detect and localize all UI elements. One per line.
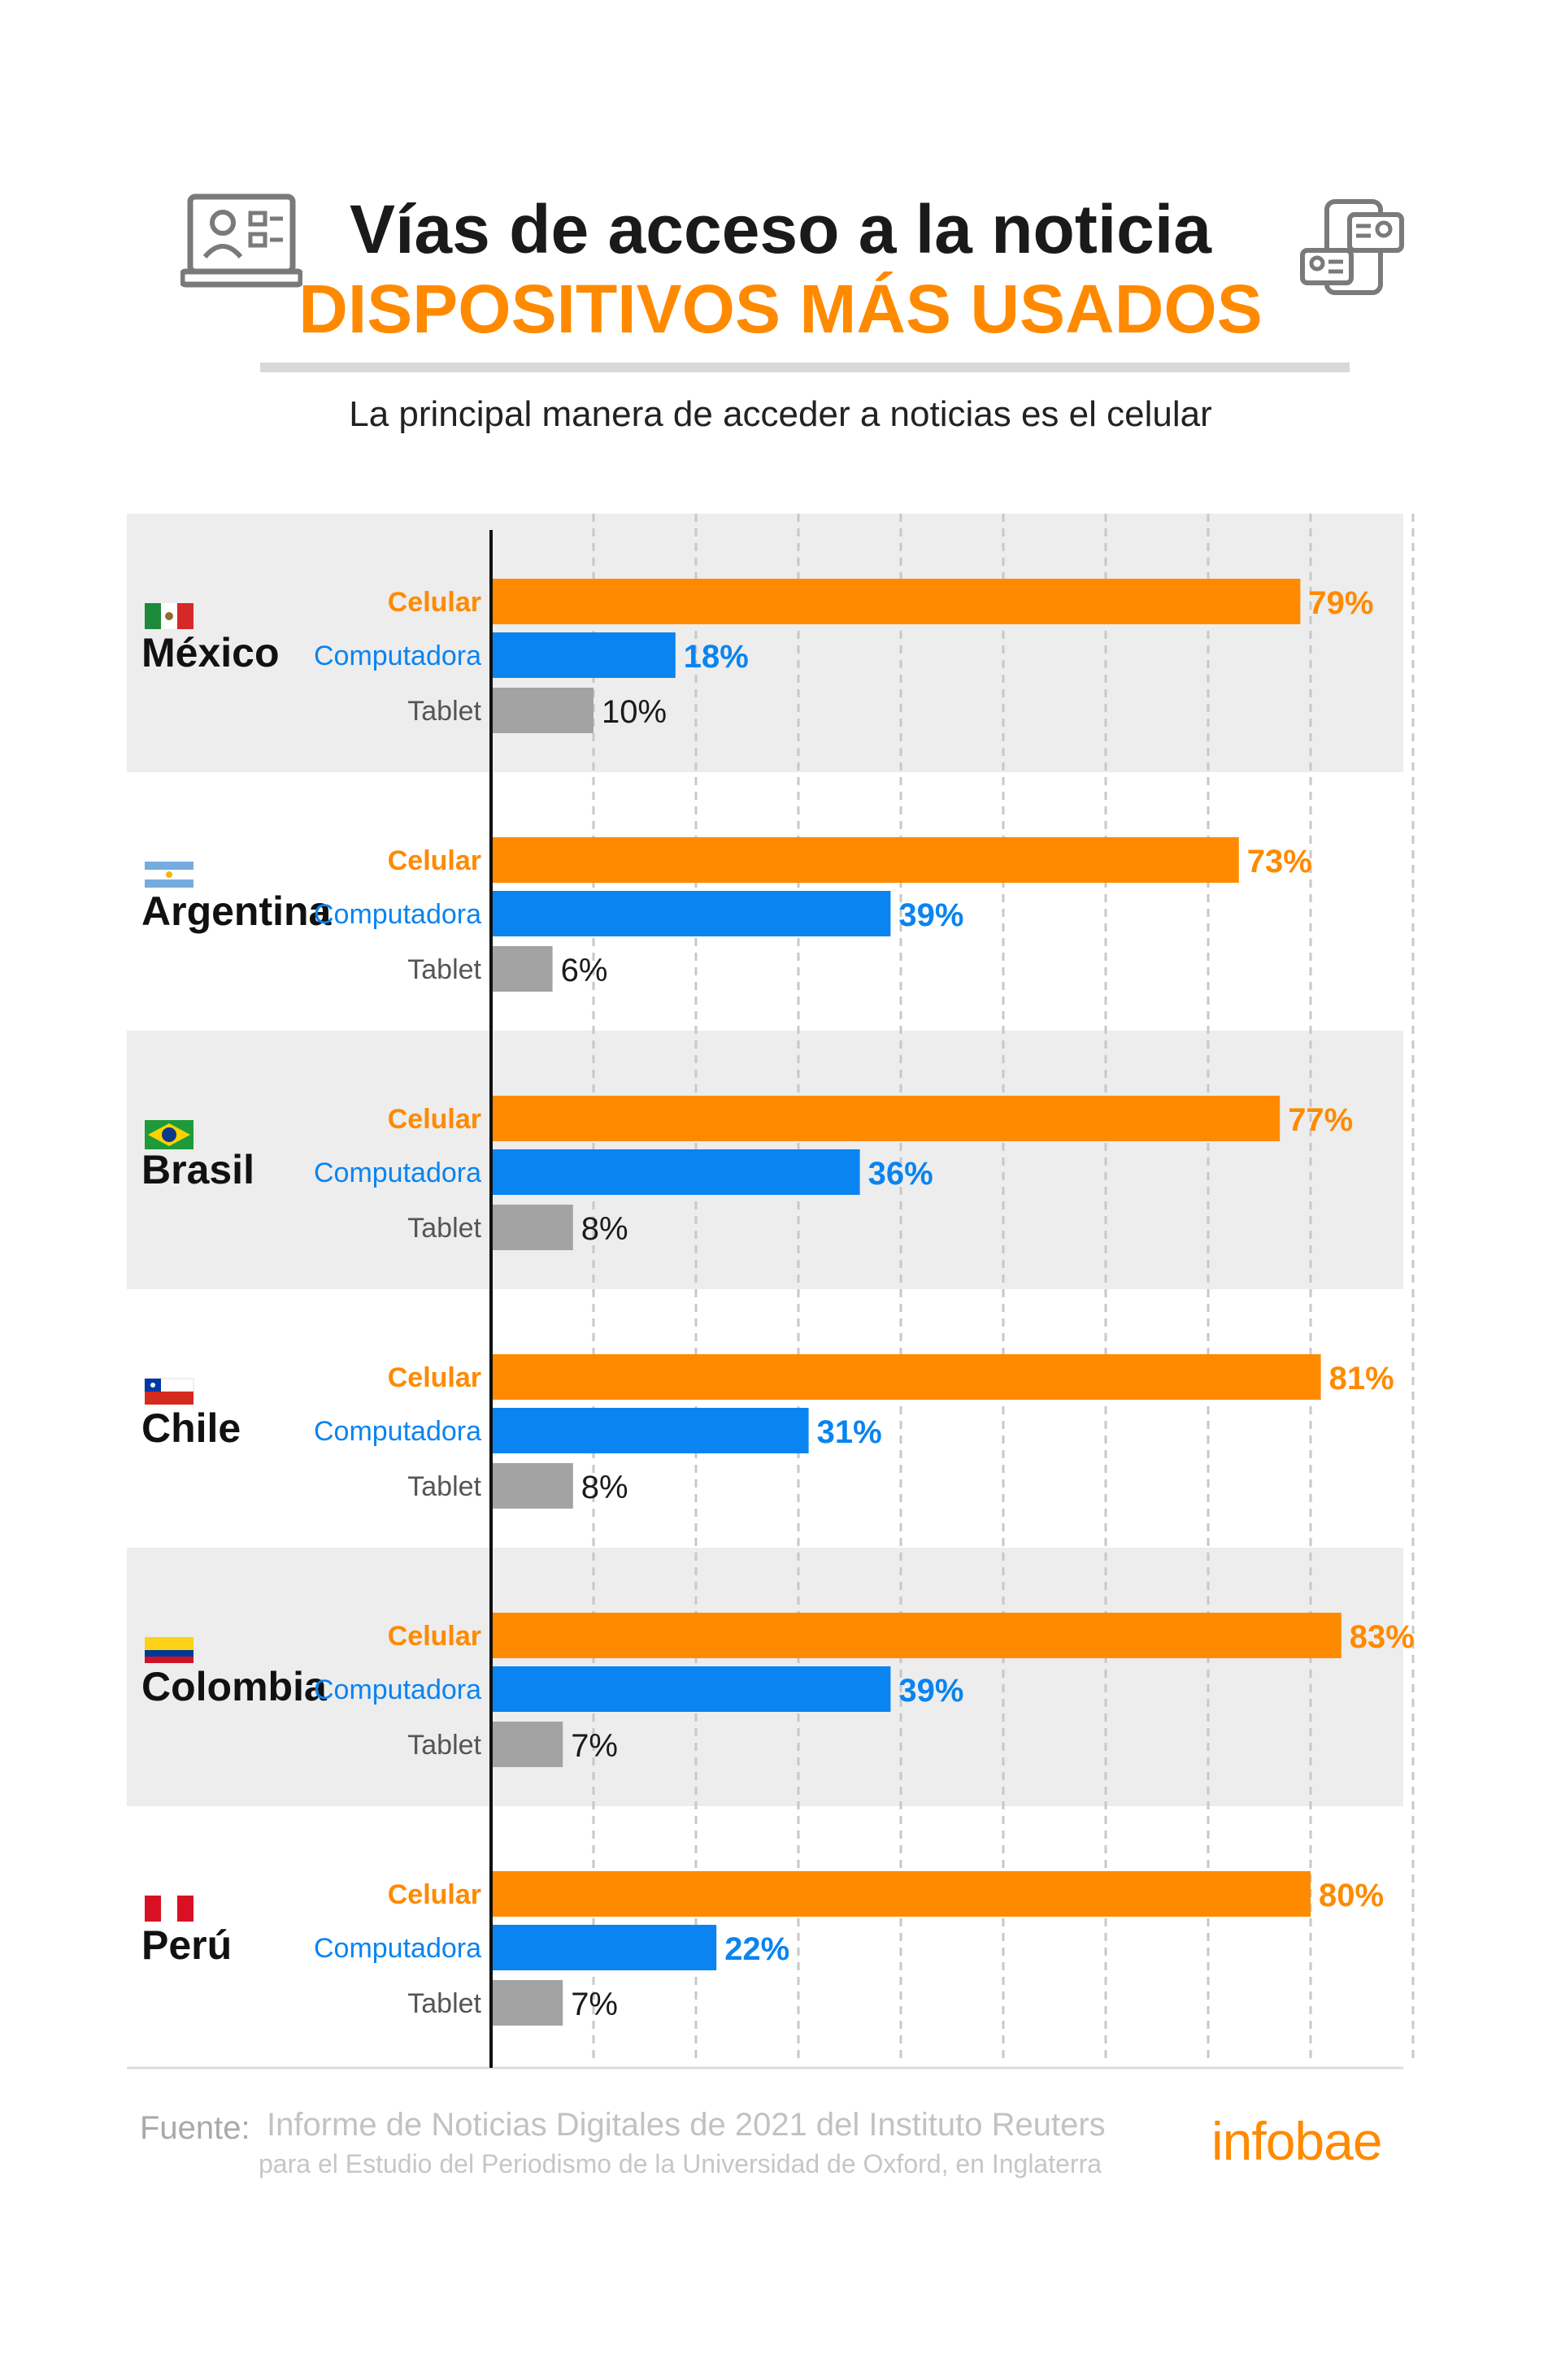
bar xyxy=(491,837,1239,883)
chart-subtitle: DISPOSITIVOS MÁS USADOS xyxy=(298,271,1263,347)
series-label: Tablet xyxy=(407,1988,481,2019)
bar xyxy=(491,1666,891,1712)
bar xyxy=(491,891,891,936)
bar xyxy=(491,1613,1341,1658)
title-divider xyxy=(260,363,1350,372)
series-label: Computadora xyxy=(314,1157,481,1188)
data-label: 6% xyxy=(561,953,608,988)
country-label: Colombia xyxy=(141,1664,328,1709)
series-label: Tablet xyxy=(407,1471,481,1502)
series-label: Celular xyxy=(388,587,481,618)
chart-title: Vías de acceso a la noticia xyxy=(350,191,1211,267)
data-label: 77% xyxy=(1288,1102,1353,1138)
mexico-flag-icon xyxy=(145,603,161,629)
laptop-profile-icon xyxy=(180,193,302,288)
country-label: Chile xyxy=(141,1405,241,1451)
series-label: Tablet xyxy=(407,1213,481,1244)
series-label: Tablet xyxy=(407,954,481,985)
bar xyxy=(491,1463,573,1509)
peru-flag-icon xyxy=(177,1896,193,1922)
series-label: Computadora xyxy=(314,1416,481,1447)
devices-profile-icon xyxy=(1300,199,1404,295)
infobae-logo: infobae xyxy=(1211,2111,1383,2171)
series-label: Celular xyxy=(388,1879,481,1910)
data-label: 22% xyxy=(724,1931,789,1967)
data-label: 73% xyxy=(1247,844,1312,879)
peru-flag-icon xyxy=(161,1896,177,1922)
peru-flag-icon xyxy=(145,1896,161,1922)
country-label: México xyxy=(141,630,280,675)
data-label: 81% xyxy=(1329,1361,1394,1396)
series-label: Celular xyxy=(388,1621,481,1652)
data-label: 7% xyxy=(571,1987,618,2022)
data-label: 31% xyxy=(817,1414,882,1450)
source-line-1: Informe de Noticias Digitales de 2021 de… xyxy=(267,2107,1106,2143)
bar xyxy=(491,1354,1321,1400)
chile-flag-icon xyxy=(145,1392,193,1405)
bar xyxy=(491,1980,563,2026)
bar xyxy=(491,1871,1311,1917)
data-label: 8% xyxy=(581,1211,628,1247)
source-line-2: para el Estudio del Periodismo de la Uni… xyxy=(259,2149,1102,2178)
bar xyxy=(491,579,1301,624)
argentina-flag-icon xyxy=(145,862,193,870)
bar xyxy=(491,1149,860,1195)
data-label: 36% xyxy=(868,1156,933,1192)
data-label: 7% xyxy=(571,1728,618,1764)
data-label: 79% xyxy=(1308,585,1373,621)
source-label: Fuente: xyxy=(140,2110,250,2146)
bar xyxy=(491,1205,573,1250)
data-label: 10% xyxy=(602,694,667,730)
data-label: 39% xyxy=(898,897,963,933)
colombia-flag-icon xyxy=(145,1657,193,1663)
bar xyxy=(491,1408,809,1453)
data-label: 18% xyxy=(684,639,749,675)
series-label: Celular xyxy=(388,1104,481,1135)
series-label: Celular xyxy=(388,845,481,876)
mexico-flag-icon xyxy=(165,612,173,620)
bar xyxy=(491,946,553,992)
bar xyxy=(491,1925,717,1970)
series-label: Computadora xyxy=(314,1933,481,1964)
country-label: Brasil xyxy=(141,1147,254,1192)
series-label: Tablet xyxy=(407,1730,481,1761)
series-label: Computadora xyxy=(314,1674,481,1705)
colombia-flag-icon xyxy=(145,1650,193,1657)
colombia-flag-icon xyxy=(145,1637,193,1650)
data-label: 80% xyxy=(1319,1878,1384,1913)
series-label: Celular xyxy=(388,1362,481,1393)
chile-flag-icon xyxy=(150,1383,155,1388)
data-label: 8% xyxy=(581,1470,628,1505)
bar xyxy=(491,1096,1281,1141)
series-label: Computadora xyxy=(314,641,481,671)
bar xyxy=(491,688,594,733)
country-label: Perú xyxy=(141,1922,232,1968)
data-label: 83% xyxy=(1350,1619,1415,1655)
series-label: Tablet xyxy=(407,696,481,727)
argentina-flag-icon xyxy=(166,871,172,878)
brasil-flag-icon xyxy=(162,1127,176,1142)
argentina-flag-icon xyxy=(145,879,193,888)
mexico-flag-icon xyxy=(177,603,193,629)
bar xyxy=(491,1722,563,1767)
country-band xyxy=(127,514,1403,772)
series-label: Computadora xyxy=(314,899,481,930)
bar xyxy=(491,632,676,678)
country-label: Argentina xyxy=(141,888,333,934)
chart-note: La principal manera de acceder a noticia… xyxy=(349,394,1212,434)
data-label: 39% xyxy=(898,1673,963,1709)
